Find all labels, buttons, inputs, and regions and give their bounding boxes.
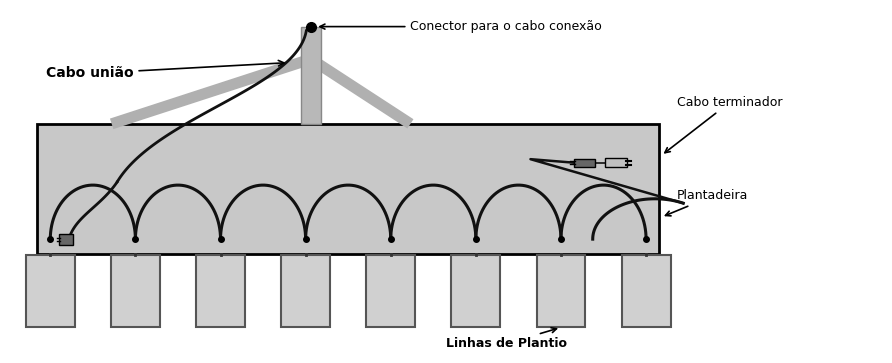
Text: Linhas de Plantio: Linhas de Plantio [446, 328, 567, 350]
FancyBboxPatch shape [281, 255, 330, 327]
FancyBboxPatch shape [451, 255, 500, 327]
FancyBboxPatch shape [196, 255, 245, 327]
FancyBboxPatch shape [59, 234, 72, 245]
FancyBboxPatch shape [37, 124, 659, 253]
FancyBboxPatch shape [622, 255, 671, 327]
FancyBboxPatch shape [301, 26, 320, 124]
FancyBboxPatch shape [111, 255, 160, 327]
FancyBboxPatch shape [605, 158, 626, 167]
FancyBboxPatch shape [367, 255, 415, 327]
Text: Cabo união: Cabo união [45, 60, 284, 81]
Text: Plantadeira: Plantadeira [665, 189, 748, 216]
Text: Cabo terminador: Cabo terminador [665, 96, 782, 153]
FancyBboxPatch shape [536, 255, 585, 327]
Text: Conector para o cabo conexão: Conector para o cabo conexão [320, 20, 602, 33]
FancyBboxPatch shape [26, 255, 75, 327]
FancyBboxPatch shape [574, 159, 595, 167]
